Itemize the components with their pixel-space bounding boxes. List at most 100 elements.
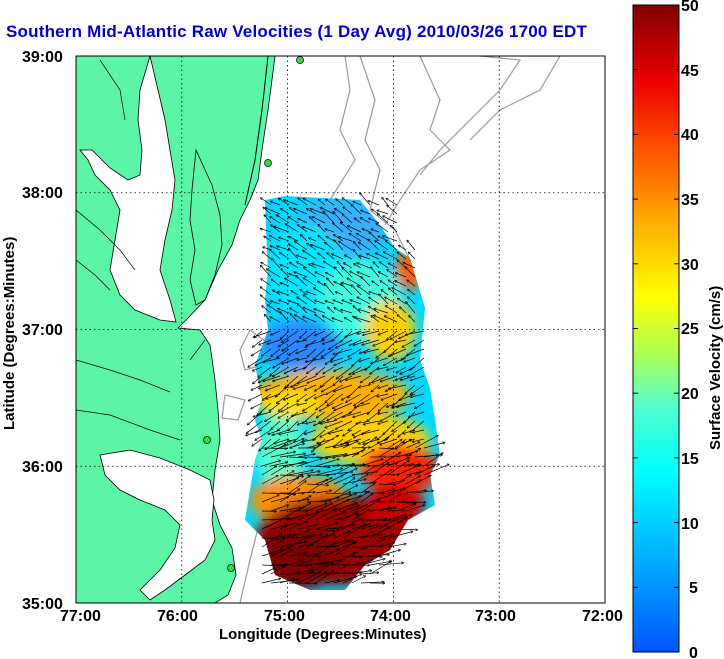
velocity-arrow [267,339,281,344]
velocity-arrow [383,236,398,242]
velocity-arrow [261,263,272,269]
velocity-arrow [298,198,308,206]
velocity-arrow [392,402,407,408]
velocity-arrow [387,440,402,449]
velocity-arrow [369,232,380,242]
velocity-arrow [315,300,326,305]
velocity-arrow [285,224,299,233]
velocity-arrow [297,476,310,485]
velocity-arrow [378,543,394,548]
velocity-arrow [403,263,416,269]
velocity-arrow [258,366,272,377]
x-axis: 77:00 76:00 75:00 74:00 73:00 72:00 Long… [60,608,623,643]
velocity-arrow [333,348,353,354]
velocity-arrow [323,366,335,374]
velocity-arrow [321,348,335,357]
velocity-arrow [354,218,362,224]
velocity-arrow [413,429,425,433]
velocity-arrow [342,485,357,494]
velocity-arrow [261,495,279,503]
velocity-arrow [279,550,293,557]
velocity-arrow [270,441,291,449]
velocity-arrow [378,516,402,530]
velocity-arrow [333,525,355,530]
velocity-arrow [380,411,398,421]
velocity-arrow [360,459,383,467]
velocity-arrow [327,278,335,287]
velocity-arrow [384,252,398,260]
velocity-arrow [369,218,380,224]
colorbar-tick: 0 [689,645,698,659]
velocity-arrow [270,471,294,485]
velocity-arrow [371,384,380,392]
velocity-arrow [414,339,425,346]
velocity-arrow [349,339,362,346]
velocity-arrow [252,348,263,356]
velocity-arrow [396,529,417,530]
velocity-arrow [369,555,389,557]
velocity-arrow [297,560,312,566]
velocity-arrow [288,444,304,449]
velocity-arrow [288,522,307,530]
velocity-arrow [309,217,317,224]
velocity-arrow [378,484,395,485]
velocity-arrow [292,411,308,416]
velocity-arrow [423,464,449,476]
velocity-arrow [348,226,362,233]
velocity-arrow [321,420,335,424]
velocity-arrow [272,259,281,269]
velocity-arrow [324,454,347,458]
velocity-arrow [279,300,290,305]
velocity-arrow [303,307,317,314]
velocity-arrow [342,505,359,512]
velocity-arrow [315,469,342,476]
velocity-arrow [278,339,290,347]
velocity-arrow [278,292,290,296]
velocity-arrow [261,466,277,476]
velocity-arrow [279,565,308,566]
velocity-arrow [307,348,317,357]
velocity-arrow [264,215,272,224]
velocity-arrow [284,200,299,206]
velocity-arrow [333,464,354,476]
velocity-arrow [387,366,398,370]
velocity-arrow [407,280,416,287]
velocity-arrow [279,474,303,476]
velocity-arrow [315,571,334,584]
velocity-arrow [297,572,320,584]
velocity-arrow [274,227,290,233]
velocity-arrow [407,420,416,428]
y-tick-label: 35:00 [22,596,63,613]
velocity-arrow [248,411,263,425]
colorbar-tick: 35 [681,192,699,209]
velocity-arrow [387,532,413,539]
velocity-arrow [307,366,317,373]
velocity-arrow [261,279,272,287]
velocity-arrow [246,429,263,436]
velocity-arrow [405,449,420,458]
velocity-arrow [262,306,272,314]
velocity-arrow [387,510,404,511]
velocity-arrow [320,208,335,215]
velocity-arrow [405,267,416,278]
x-tick-label: 72:00 [582,608,623,625]
velocity-arrow [333,542,355,557]
velocity-arrow [318,225,326,233]
velocity-arrow [376,224,389,233]
velocity-arrow [305,429,317,434]
velocity-arrow [303,316,317,323]
velocity-arrow [279,237,290,242]
velocity-arrow [270,317,281,323]
velocity-arrow [411,393,425,397]
velocity-arrow [373,262,380,269]
velocity-arrow [306,444,321,449]
velocity-arrow [373,339,389,346]
velocity-arrow [392,420,407,431]
velocity-arrow [315,478,332,485]
velocity-arrow [414,491,433,494]
velocity-arrow [284,393,299,400]
velocity-arrow [353,306,362,314]
velocity-arrow [396,357,407,362]
velocity-arrow [395,375,407,380]
y-tick-label: 37:00 [22,322,63,339]
